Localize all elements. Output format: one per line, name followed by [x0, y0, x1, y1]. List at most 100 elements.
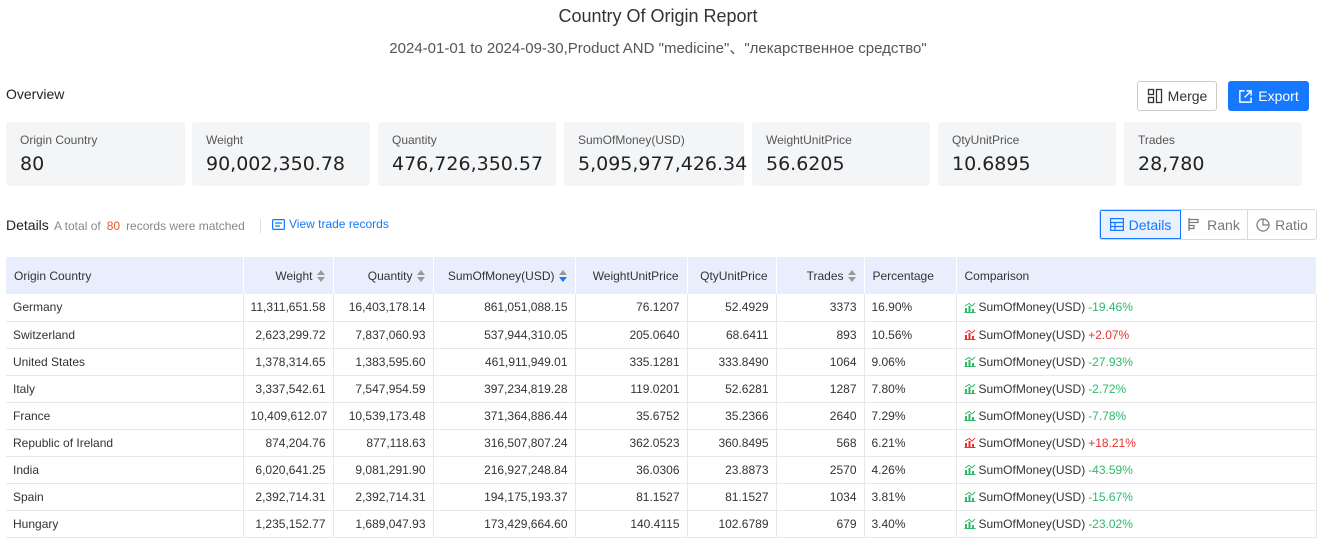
comparison-value: -2.72% — [1088, 381, 1127, 396]
cell-trades: 1034 — [776, 483, 865, 511]
card-label: Weight — [206, 133, 244, 147]
comparison-value: -19.46% — [1088, 300, 1133, 315]
col-quantity[interactable]: Quantity — [333, 257, 434, 294]
cell-weight: 10,409,612.07 — [243, 402, 334, 430]
cell-qty-unit-price: 360.8495 — [687, 429, 777, 457]
cell-weight-unit-price: 362.0523 — [575, 429, 688, 457]
details-bar: Details A total of 80 records were matched… — [6, 214, 1316, 238]
card-value: 80 — [20, 153, 45, 175]
card-qty-unit-price: QtyUnitPrice 10.6895 — [938, 122, 1116, 186]
comparison-label: SumOfMoney(USD) — [978, 462, 1086, 477]
sort-icon[interactable] — [847, 270, 856, 283]
origin-country-table: Origin Country Weight Quantity SumOfMone… — [6, 257, 1317, 538]
cell-percentage: 16.90% — [864, 294, 957, 322]
tab-ratio[interactable]: Ratio — [1248, 210, 1316, 239]
cell-qty-unit-price: 35.2366 — [687, 402, 777, 430]
cell-comparison: SumOfMoney(USD) -7.78% — [956, 402, 1317, 430]
export-button[interactable]: Export — [1228, 81, 1309, 111]
col-label: Origin Country — [14, 268, 92, 283]
col-trades[interactable]: Trades — [776, 257, 865, 294]
cell-quantity: 1,689,047.93 — [333, 510, 434, 538]
cell-trades: 568 — [776, 429, 865, 457]
cell-qty-unit-price: 102.6789 — [687, 510, 777, 538]
cell-weight-unit-price: 36.0306 — [575, 456, 688, 484]
card-value: 5,095,977,426.34 — [578, 153, 748, 175]
comparison-label: SumOfMoney(USD) — [978, 300, 1086, 315]
col-label: Trades — [806, 268, 844, 283]
cell-country: India — [6, 456, 244, 484]
trend-down-chart-icon — [964, 491, 975, 502]
cell-sum-of-money: 371,364,886.44 — [433, 402, 576, 430]
tab-details-label: Details — [1128, 216, 1172, 233]
comparison-label: SumOfMoney(USD) — [978, 354, 1086, 369]
cell-comparison: SumOfMoney(USD) +2.07% — [956, 321, 1317, 349]
cell-weight: 874,204.76 — [243, 429, 334, 457]
cell-country: Spain — [6, 483, 244, 511]
cell-country: Italy — [6, 375, 244, 403]
cell-comparison: SumOfMoney(USD) -27.93% — [956, 348, 1317, 376]
table-row[interactable]: Spain 2,392,714.31 2,392,714.31 194,175,193… — [6, 483, 1317, 511]
cell-sum-of-money: 397,234,819.28 — [433, 375, 576, 403]
cell-qty-unit-price: 333.8490 — [687, 348, 777, 376]
tab-ratio-label: Ratio — [1275, 216, 1308, 233]
sort-icon[interactable] — [316, 270, 325, 283]
trend-down-chart-icon — [964, 356, 975, 367]
cell-weight-unit-price: 76.1207 — [575, 294, 688, 322]
table-row[interactable]: India 6,020,641.25 9,081,291.90 216,927,248… — [6, 456, 1317, 484]
tab-rank[interactable]: Rank — [1181, 210, 1248, 239]
cell-quantity: 10,539,173.48 — [333, 402, 434, 430]
col-qty-unit-price: QtyUnitPrice — [687, 257, 777, 294]
trend-down-chart-icon — [964, 464, 975, 475]
tab-details[interactable]: Details — [1100, 210, 1181, 239]
col-weight[interactable]: Weight — [243, 257, 334, 294]
trend-up-chart-icon — [964, 437, 975, 448]
col-origin-country: Origin Country — [6, 257, 244, 294]
cell-percentage: 7.80% — [864, 375, 957, 403]
cell-sum-of-money: 216,927,248.84 — [433, 456, 576, 484]
cell-quantity: 9,081,291.90 — [333, 456, 434, 484]
cell-country: United States — [6, 348, 244, 376]
sort-icon[interactable] — [416, 270, 425, 283]
table-row[interactable]: United States 1,378,314.65 1,383,595.60 461… — [6, 348, 1317, 376]
card-weight: Weight 90,002,350.78 — [192, 122, 370, 186]
table-row[interactable]: Switzerland 2,623,299.72 7,837,060.93 537,9… — [6, 321, 1317, 349]
trend-up-chart-icon — [964, 329, 975, 340]
cell-weight-unit-price: 335.1281 — [575, 348, 688, 376]
card-sum-of-money: SumOfMoney(USD) 5,095,977,426.34 — [564, 122, 748, 186]
cell-country: Germany — [6, 294, 244, 322]
trend-down-chart-icon — [964, 302, 975, 313]
table-row[interactable]: Germany 11,311,651.58 16,403,178.14 861,051… — [6, 294, 1317, 322]
table-row[interactable]: Italy 3,337,542.61 7,547,954.59 397,234,819… — [6, 375, 1317, 403]
cell-sum-of-money: 461,911,949.01 — [433, 348, 576, 376]
cell-weight-unit-price: 81.1527 — [575, 483, 688, 511]
cell-qty-unit-price: 68.6411 — [687, 321, 777, 349]
cell-weight: 6,020,641.25 — [243, 456, 334, 484]
table-row[interactable]: France 10,409,612.07 10,539,173.48 371,364,… — [6, 402, 1317, 430]
cell-country: France — [6, 402, 244, 430]
merge-button[interactable]: Merge — [1137, 81, 1217, 111]
cell-trades: 1287 — [776, 375, 865, 403]
table-row[interactable]: Hungary 1,235,152.77 1,689,047.93 173,429,6… — [6, 510, 1317, 538]
cell-country: Republic of Ireland — [6, 429, 244, 457]
sort-desc-icon[interactable] — [558, 270, 567, 283]
export-icon — [1239, 89, 1253, 103]
col-sum-of-money[interactable]: SumOfMoney(USD) — [433, 257, 576, 294]
view-trade-records-link[interactable]: View trade records — [272, 217, 389, 231]
comparison-value: +2.07% — [1088, 327, 1130, 342]
cell-qty-unit-price: 81.1527 — [687, 483, 777, 511]
cell-country: Hungary — [6, 510, 244, 538]
cell-weight-unit-price: 205.0640 — [575, 321, 688, 349]
card-quantity: Quantity 476,726,350.57 — [378, 122, 556, 186]
card-label: SumOfMoney(USD) — [578, 133, 685, 147]
card-value: 56.6205 — [766, 153, 845, 175]
col-label: WeightUnitPrice — [592, 268, 679, 283]
table-row[interactable]: Republic of Ireland 874,204.76 877,118.63 3… — [6, 429, 1317, 457]
trend-down-chart-icon — [964, 383, 975, 394]
cell-quantity: 877,118.63 — [333, 429, 434, 457]
cell-quantity: 7,837,060.93 — [333, 321, 434, 349]
cell-trades: 2570 — [776, 456, 865, 484]
cell-sum-of-money: 537,944,310.05 — [433, 321, 576, 349]
card-label: Trades — [1138, 133, 1175, 147]
records-icon — [272, 218, 285, 230]
trend-down-chart-icon — [964, 410, 975, 421]
